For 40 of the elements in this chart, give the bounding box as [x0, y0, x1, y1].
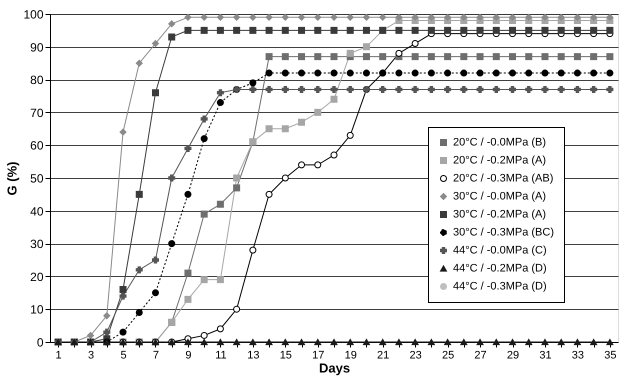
- x-tick-label: 7: [152, 350, 160, 362]
- x-tick-label: 13: [247, 350, 260, 362]
- x-tick-label: 25: [442, 350, 454, 362]
- legend-label: 44°C / -0.3MPa (D): [453, 280, 547, 292]
- legend-label: 30°C / -0.0MPa (A): [453, 190, 546, 202]
- x-tick-label: 5: [120, 350, 127, 362]
- legend-label: 30°C / -0.2MPa (A): [453, 208, 546, 220]
- y-tick-label: 10: [30, 302, 44, 317]
- x-tick-label: 17: [312, 350, 324, 362]
- x-tick-label: 29: [506, 350, 520, 362]
- x-axis-title: Days: [318, 360, 350, 376]
- legend-label: 44°C / -0.2MPa (D): [453, 262, 547, 274]
- x-tick-label: 15: [280, 350, 292, 362]
- y-tick-label: 50: [30, 172, 44, 186]
- x-tick-label: 33: [572, 350, 584, 362]
- legend-label: 20°C / -0.0MPa (B): [453, 136, 546, 148]
- y-tick-label: 0: [36, 336, 44, 350]
- x-tick-label: 11: [215, 350, 227, 362]
- x-tick-label: 27: [474, 350, 487, 362]
- legend-label: 20°C / -0.3MPa (AB): [453, 172, 554, 184]
- legend-label: 44°C / -0.0MPa (C): [453, 244, 547, 256]
- legend-label: 30°C / -0.3MPa (BC): [453, 226, 554, 238]
- legend-label: 20°C / -0.2MPa (A): [453, 154, 546, 166]
- x-tick-label: 31: [539, 350, 552, 362]
- y-tick-label: 40: [30, 204, 44, 218]
- y-tick-label: 70: [30, 106, 44, 120]
- y-tick-label: 60: [30, 138, 44, 153]
- x-tick-label: 21: [377, 350, 390, 362]
- x-tick-label: 35: [604, 350, 617, 362]
- x-tick-label: 1: [56, 350, 62, 362]
- x-tick-label: 9: [185, 350, 192, 362]
- y-tick-label: 20: [30, 270, 44, 284]
- y-tick-label: 90: [30, 40, 44, 54]
- x-tick-label: 23: [410, 350, 422, 362]
- x-tick-label: 19: [344, 350, 357, 362]
- x-tick-label: 3: [88, 350, 94, 362]
- y-tick-label: 30: [30, 237, 44, 252]
- y-tick-label: 80: [30, 73, 44, 88]
- y-tick-label: 100: [23, 8, 44, 22]
- y-axis-title: G (%): [4, 162, 20, 196]
